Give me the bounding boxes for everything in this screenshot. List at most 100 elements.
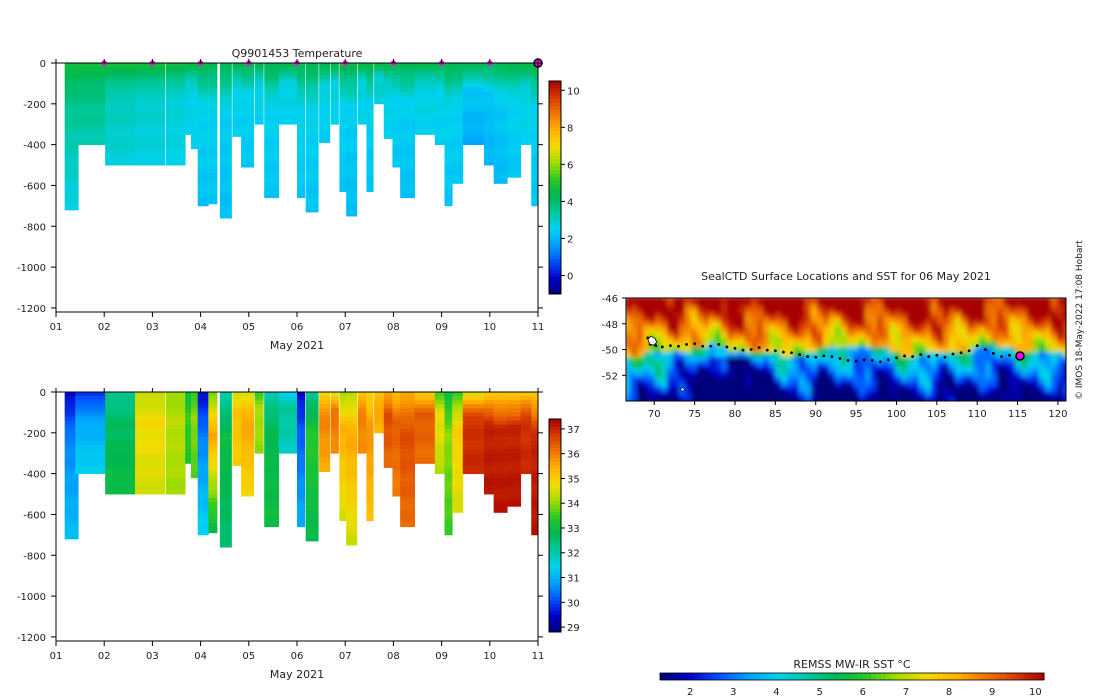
sst-cell [1039,302,1047,309]
profile-cell [264,144,280,150]
profile-cell [219,514,232,519]
sst-cell [649,397,657,401]
sst-cell [967,357,975,364]
sst-cell [925,392,933,399]
track-point [790,351,793,355]
profile-cell [339,124,347,129]
profile-cell [507,144,522,150]
sst-cell [673,387,681,394]
sst-cell [655,307,663,314]
sst-cell [775,357,783,364]
profile-cell [392,165,401,168]
profile-cell [305,124,319,129]
sst-cell [637,302,645,309]
profile-cell [165,87,186,92]
profile-cell [462,432,485,438]
profile-cell [264,177,280,182]
profile-cell [219,420,232,426]
profile-cell [507,440,522,446]
sst-cell [1045,347,1053,354]
profile-cell [531,461,539,466]
sst-cell [829,397,837,401]
sst-cell [673,347,681,354]
profile-cell [366,169,374,174]
sst-cell [799,298,807,304]
profile-cell [105,99,136,105]
sst-cell [931,392,939,399]
profile-cell [484,445,495,450]
sst-cell [787,382,795,389]
sst-cell [667,357,675,364]
x-tick-label: 03 [146,322,159,333]
sst-cell [1027,332,1035,339]
profile-cell [319,120,331,125]
x-tick-label: 10 [483,651,496,662]
sst-cell [733,362,741,369]
profile-cell [135,71,166,76]
profile-cell [208,144,218,150]
x-tick-label: 09 [435,322,448,333]
profile-cell [64,144,79,150]
track-point [798,353,801,357]
profile-cell [241,436,255,442]
sst-cell [859,312,867,319]
colorbar-cell [549,247,561,252]
sst-cell [1009,337,1017,344]
sst-cell [709,387,717,394]
profile-cell [75,428,106,434]
profile-cell [484,400,495,405]
sst-cell [859,367,867,374]
profile-cell [366,412,374,417]
profile-cell [400,514,416,519]
profile-cell [366,510,374,515]
profile-cell [64,111,79,117]
colorbar-cell [549,230,561,235]
sst-cell [1039,377,1047,384]
profile-cell [374,416,385,421]
colorbar-cell [698,673,704,680]
profile-cell [219,189,232,195]
island-shape [647,335,658,346]
profile-cell [297,156,306,162]
profile-cell [305,404,319,409]
profile-cell [366,485,374,491]
sst-cell [949,312,957,319]
profile-cell [232,63,242,68]
sst-cell [727,362,735,369]
sst-colorbar-label: REMSS MW-IR SST °C [793,658,911,671]
profile-cell [297,477,306,483]
profile-cell [366,111,374,117]
profile-cell [219,481,232,487]
profile-cell [105,128,136,133]
sst-cell [907,342,915,349]
sst-cell [685,322,693,329]
profile-cell [165,432,186,438]
sst-cell [775,347,783,354]
sst-cell [685,332,693,339]
profile-cell [366,465,374,470]
sst-cell [733,337,741,344]
sst-cell [931,372,939,379]
profile-cell [452,461,464,466]
profile-cell [452,120,464,125]
profile-cell [219,534,232,540]
profile-cell [346,392,358,397]
sst-cell [769,298,777,304]
profile-cell [392,461,401,466]
profile-cell [64,160,79,166]
profile-cell [185,103,192,109]
profile-cell [319,408,331,413]
x-tick-label: 11 [532,651,545,662]
sst-cell [1003,307,1011,314]
profile-cell [208,120,218,125]
profile-cell [452,477,464,483]
profile-cell [319,99,331,105]
profile-cell [462,461,485,466]
sst-cell [973,327,981,334]
profile-cell [444,510,453,515]
sst-cell [901,342,909,349]
profile-cell [452,428,464,434]
sst-cell [1027,387,1035,394]
colorbar-cell [804,673,810,680]
profile-cell [165,481,186,487]
